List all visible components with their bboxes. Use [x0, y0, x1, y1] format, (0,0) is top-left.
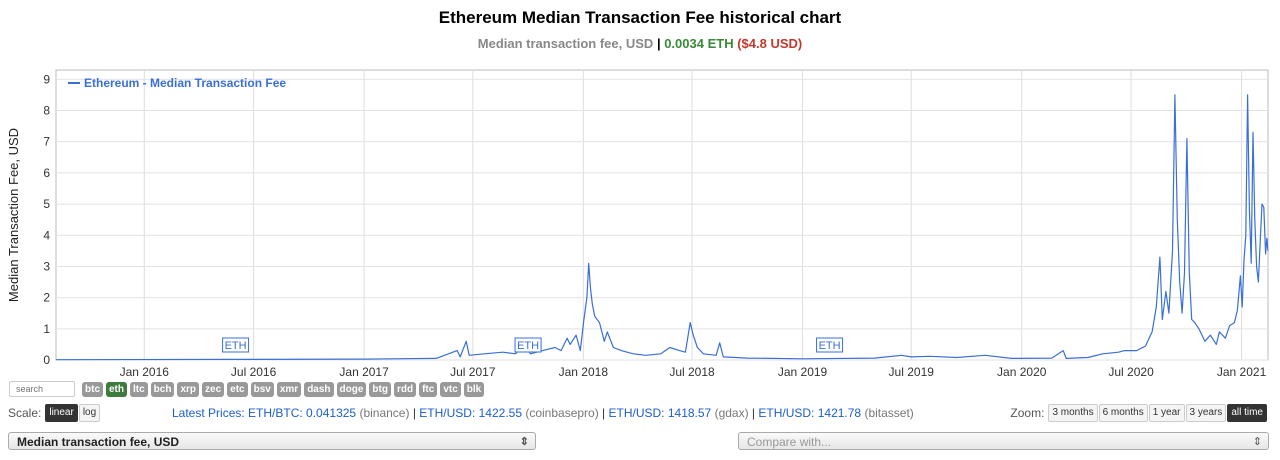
fee-series-line [55, 94, 1269, 361]
y-tick-label: 6 [43, 166, 50, 180]
x-tick-label: Jul 2019 [889, 365, 935, 379]
x-tick-label: Jan 2017 [339, 365, 389, 379]
latest-prices-label: Latest Prices: [172, 406, 245, 420]
eth-event-marker [816, 337, 844, 353]
metric-select[interactable]: Median transaction fee, USD ⇕ [8, 432, 536, 450]
coin-button-btg[interactable]: btg [369, 381, 391, 397]
x-tick-label: Jan 2021 [1217, 365, 1267, 379]
coin-button-bsv[interactable]: bsv [250, 381, 274, 397]
zoom-label: Zoom: [1010, 406, 1045, 420]
compare-select-placeholder: Compare with... [747, 435, 832, 449]
y-tick-label: 7 [43, 135, 50, 149]
zoom-option-all-time[interactable]: all time [1227, 404, 1267, 422]
y-axis-label: Median Transaction Fee, USD [6, 128, 21, 302]
y-tick-label: 5 [43, 197, 50, 211]
chart-title: Ethereum Median Transaction Fee historic… [438, 8, 842, 27]
coin-button-xmr[interactable]: xmr [276, 381, 302, 397]
price-source: (binance) [356, 406, 410, 420]
y-tick-label: 4 [43, 228, 50, 242]
zoom-option-1-year[interactable]: 1 year [1148, 404, 1185, 422]
y-tick-label: 0 [43, 353, 50, 367]
y-tick-label: 2 [43, 291, 50, 305]
price-link[interactable]: ETH/USD: 1422.55 [419, 406, 522, 420]
x-tick-label: Jan 2016 [120, 365, 170, 379]
coin-button-etc[interactable]: etc [227, 381, 248, 397]
price-link[interactable]: ETH/USD: 1421.78 [758, 406, 862, 420]
x-tick-label: Jan 2020 [997, 365, 1047, 379]
plot-area [55, 69, 1269, 361]
coin-button-ltc[interactable]: ltc [130, 381, 148, 397]
coin-button-dash[interactable]: dash [304, 381, 334, 397]
zoom-option-3-years[interactable]: 3 years [1185, 404, 1227, 422]
y-tick-label: 8 [43, 104, 50, 118]
coin-button-bch[interactable]: bch [150, 381, 175, 397]
scale-label: Scale: [8, 406, 42, 420]
x-tick-label: Jan 2019 [778, 365, 828, 379]
coin-button-btc[interactable]: btc [82, 381, 103, 397]
price-source: (bitasset) [861, 406, 914, 420]
x-tick-label: Jul 2017 [450, 365, 496, 379]
eth-event-marker-label: ETH [225, 340, 247, 352]
price-separator: | [748, 406, 759, 420]
subtitle-usd-value: ($4.8 USD) [737, 36, 803, 51]
scale-toggle: Scale: linear log [8, 404, 101, 422]
zoom-option-6-months[interactable]: 6 months [1098, 404, 1148, 422]
y-tick-label: 1 [43, 322, 50, 336]
subtitle-label: Median transaction fee, USD [477, 36, 654, 51]
y-tick-label: 3 [43, 259, 50, 273]
coin-button-ftc[interactable]: ftc [419, 381, 438, 397]
zoom-toggle: Zoom: 3 months 6 months 1 year 3 years all t… [1010, 404, 1267, 422]
coin-button-blk[interactable]: blk [463, 381, 485, 397]
price-source: (coinbasepro) [522, 406, 599, 420]
scale-option-linear[interactable]: linear [45, 404, 78, 422]
coin-button-vtc[interactable]: vtc [440, 381, 461, 397]
x-tick-label: Jan 2018 [559, 365, 609, 379]
fee-chart[interactable]: Jan 2016 Jul 2016 Jan 2017 Jul 2017 Jan 2018… [0, 62, 1280, 380]
coin-search-input[interactable] [9, 381, 75, 397]
y-tick-label: 9 [43, 72, 50, 86]
price-link[interactable]: ETH/USD: 1418.57 [608, 406, 712, 420]
coin-button-zec[interactable]: zec [202, 381, 225, 397]
price-separator: | [598, 406, 609, 420]
metric-select-value: Median transaction fee, USD [17, 435, 180, 449]
x-tick-label: Jul 2020 [1108, 365, 1154, 379]
coin-button-doge[interactable]: doge [336, 381, 367, 397]
price-link[interactable]: ETH/BTC: 0.041325 [248, 406, 357, 420]
coin-button-eth[interactable]: eth [106, 381, 127, 397]
latest-prices: Latest Prices: ETH/BTC: 0.041325 (binanc… [172, 406, 914, 420]
subtitle-separator: | [656, 36, 661, 51]
select-arrows-icon: ⇕ [1252, 436, 1262, 448]
eth-event-marker-label: ETH [517, 340, 539, 352]
select-arrows-icon: ⇕ [519, 436, 529, 448]
subtitle-eth-value: 0.0034 ETH [664, 36, 734, 51]
compare-select[interactable]: Compare with... ⇕ [738, 432, 1269, 450]
price-separator: | [409, 406, 420, 420]
chart-subtitle: Median transaction fee, USD | 0.0034 ETH… [0, 36, 1280, 51]
eth-event-marker [514, 337, 542, 353]
eth-event-marker-label: ETH [819, 340, 841, 352]
coin-selector: btcethltcbchxrpzecetcbsvxmrdashdogebtgrd… [9, 381, 485, 397]
price-source: (gdax) [711, 406, 749, 420]
scale-option-log[interactable]: log [78, 404, 101, 422]
x-tick-label: Jul 2018 [669, 365, 715, 379]
eth-event-marker [222, 337, 250, 353]
x-tick-label: Jul 2016 [231, 365, 277, 379]
coin-button-xrp[interactable]: xrp [177, 381, 200, 397]
legend-label: Ethereum - Median Transaction Fee [84, 76, 286, 90]
zoom-option-3-months[interactable]: 3 months [1048, 404, 1098, 422]
coin-button-rdd[interactable]: rdd [393, 381, 417, 397]
